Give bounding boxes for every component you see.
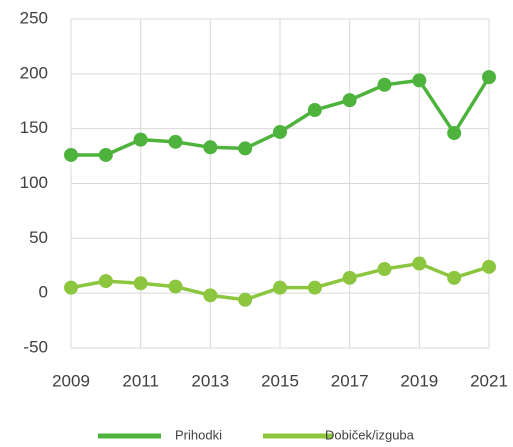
data-point	[133, 132, 148, 147]
data-point	[307, 280, 322, 295]
x-tick-label: 2009	[52, 371, 90, 390]
y-tick-label: 0	[39, 283, 48, 302]
x-tick-label: 2017	[331, 371, 369, 390]
data-point	[168, 279, 183, 294]
x-tick-label: 2015	[261, 371, 299, 390]
data-point	[238, 141, 253, 156]
data-point	[64, 280, 78, 295]
data-point	[482, 70, 496, 85]
data-point	[273, 124, 287, 139]
x-tick-label: 2019	[400, 371, 438, 390]
data-point	[203, 140, 218, 155]
x-tick-label: 2021	[470, 371, 508, 390]
data-point	[98, 274, 113, 289]
data-point	[447, 270, 462, 285]
legend-label: Dobiček/izguba	[325, 427, 415, 442]
data-point	[342, 270, 357, 285]
legend-label: Prihodki	[175, 427, 222, 442]
data-point	[168, 134, 183, 149]
data-point	[238, 292, 253, 307]
y-tick-label: 200	[20, 63, 48, 82]
data-point	[342, 93, 357, 108]
data-point	[377, 262, 392, 277]
y-tick-label: 50	[29, 228, 48, 247]
data-point	[412, 256, 427, 271]
data-point	[412, 73, 427, 88]
data-point	[273, 280, 287, 295]
y-tick-label: 250	[20, 8, 48, 27]
data-point	[377, 77, 392, 92]
x-tick-label: 2013	[191, 371, 229, 390]
data-point	[133, 276, 148, 291]
x-tick-label: 2011	[122, 371, 159, 390]
data-point	[482, 259, 496, 274]
data-point	[98, 147, 113, 162]
y-tick-label: 150	[20, 118, 48, 137]
data-point	[307, 103, 322, 118]
y-tick-label: 100	[20, 173, 48, 192]
data-point	[203, 288, 218, 303]
y-tick-label: -50	[23, 337, 48, 356]
data-point	[64, 147, 78, 162]
data-point	[447, 126, 462, 141]
